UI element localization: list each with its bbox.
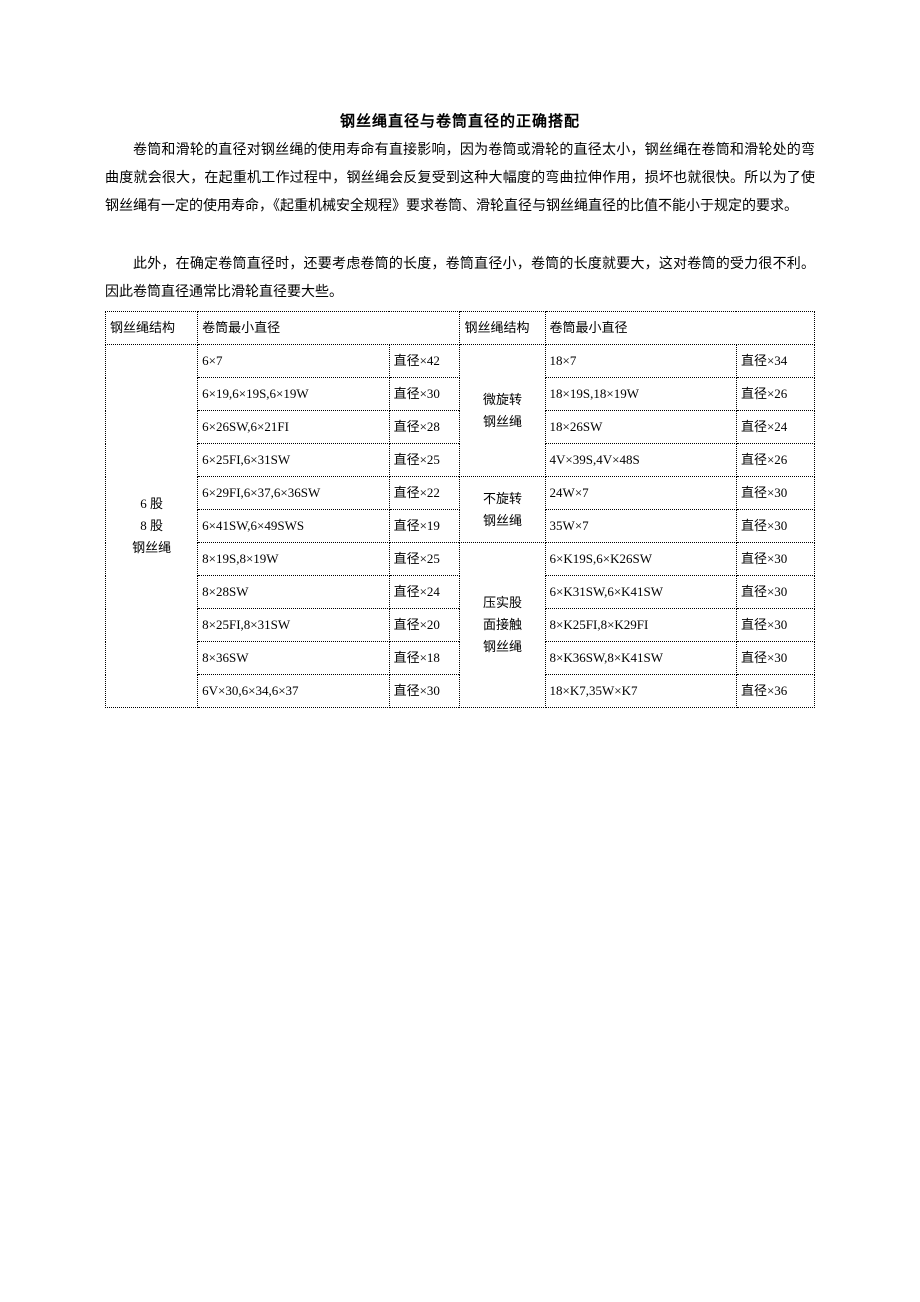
- left-value-cell: 直径×25: [389, 444, 460, 477]
- right-value-cell: 直径×24: [736, 411, 814, 444]
- left-value-cell: 直径×19: [389, 510, 460, 543]
- right-group-label: 不旋转钢丝绳: [460, 477, 545, 543]
- right-value-cell: 直径×36: [736, 675, 814, 708]
- header-right-min: 卷筒最小直径: [545, 312, 814, 345]
- paragraph-2-wrap: 此外，在确定卷筒直径时，还要考虑卷筒的长度，卷筒直径小，卷筒的长度就要大，这对卷…: [105, 251, 815, 307]
- right-spec-cell: 6×K31SW,6×K41SW: [545, 576, 736, 609]
- header-right-struct: 钢丝绳结构: [460, 312, 545, 345]
- right-value-cell: 直径×30: [736, 510, 814, 543]
- right-group-label: 微旋转钢丝绳: [460, 345, 545, 477]
- right-spec-cell: 18×26SW: [545, 411, 736, 444]
- right-spec-cell: 18×19S,18×19W: [545, 378, 736, 411]
- left-value-cell: 直径×18: [389, 642, 460, 675]
- document-title: 钢丝绳直径与卷筒直径的正确搭配: [105, 110, 815, 131]
- right-group-label: 压实股面接触钢丝绳: [460, 543, 545, 708]
- right-spec-cell: 4V×39S,4V×48S: [545, 444, 736, 477]
- right-spec-cell: 18×7: [545, 345, 736, 378]
- right-spec-cell: 24W×7: [545, 477, 736, 510]
- left-group-label: 6 股8 股钢丝绳: [106, 345, 198, 708]
- left-spec-cell: 8×28SW: [198, 576, 389, 609]
- header-left-min: 卷筒最小直径: [198, 312, 460, 345]
- left-spec-cell: 6×41SW,6×49SWS: [198, 510, 389, 543]
- right-value-cell: 直径×34: [736, 345, 814, 378]
- left-value-cell: 直径×22: [389, 477, 460, 510]
- left-value-cell: 直径×28: [389, 411, 460, 444]
- left-value-cell: 直径×42: [389, 345, 460, 378]
- right-value-cell: 直径×30: [736, 543, 814, 576]
- right-spec-cell: 8×K25FI,8×K29FI: [545, 609, 736, 642]
- right-value-cell: 直径×26: [736, 444, 814, 477]
- table-row: 6 股8 股钢丝绳6×7直径×42微旋转钢丝绳18×7直径×34: [106, 345, 815, 378]
- right-value-cell: 直径×30: [736, 642, 814, 675]
- table-header-row: 钢丝绳结构卷筒最小直径钢丝绳结构卷筒最小直径: [106, 312, 815, 345]
- left-value-cell: 直径×25: [389, 543, 460, 576]
- paragraph-2: 此外，在确定卷筒直径时，还要考虑卷筒的长度，卷筒直径小，卷筒的长度就要大，这对卷…: [105, 251, 815, 307]
- right-spec-cell: 6×K19S,6×K26SW: [545, 543, 736, 576]
- right-value-cell: 直径×30: [736, 576, 814, 609]
- left-spec-cell: 6V×30,6×34,6×37: [198, 675, 389, 708]
- left-spec-cell: 8×36SW: [198, 642, 389, 675]
- right-spec-cell: 8×K36SW,8×K41SW: [545, 642, 736, 675]
- right-value-cell: 直径×30: [736, 609, 814, 642]
- left-spec-cell: 6×25FI,6×31SW: [198, 444, 389, 477]
- left-spec-cell: 6×26SW,6×21FI: [198, 411, 389, 444]
- left-spec-cell: 6×29FI,6×37,6×36SW: [198, 477, 389, 510]
- table-row: 8×19S,8×19W直径×25压实股面接触钢丝绳6×K19S,6×K26SW直…: [106, 543, 815, 576]
- left-value-cell: 直径×24: [389, 576, 460, 609]
- left-spec-cell: 8×19S,8×19W: [198, 543, 389, 576]
- left-spec-cell: 8×25FI,8×31SW: [198, 609, 389, 642]
- left-spec-cell: 6×19,6×19S,6×19W: [198, 378, 389, 411]
- paragraph-1: 卷筒和滑轮的直径对钢丝绳的使用寿命有直接影响，因为卷筒或滑轮的直径太小，钢丝绳在…: [105, 137, 815, 221]
- left-value-cell: 直径×30: [389, 378, 460, 411]
- left-value-cell: 直径×30: [389, 675, 460, 708]
- left-value-cell: 直径×20: [389, 609, 460, 642]
- right-spec-cell: 35W×7: [545, 510, 736, 543]
- table-body: 钢丝绳结构卷筒最小直径钢丝绳结构卷筒最小直径6 股8 股钢丝绳6×7直径×42微…: [106, 312, 815, 708]
- header-left-struct: 钢丝绳结构: [106, 312, 198, 345]
- right-spec-cell: 18×K7,35W×K7: [545, 675, 736, 708]
- spec-table: 钢丝绳结构卷筒最小直径钢丝绳结构卷筒最小直径6 股8 股钢丝绳6×7直径×42微…: [105, 311, 815, 708]
- table-row: 6×29FI,6×37,6×36SW直径×22不旋转钢丝绳24W×7直径×30: [106, 477, 815, 510]
- left-spec-cell: 6×7: [198, 345, 389, 378]
- right-value-cell: 直径×30: [736, 477, 814, 510]
- document-page: 钢丝绳直径与卷筒直径的正确搭配 卷筒和滑轮的直径对钢丝绳的使用寿命有直接影响，因…: [0, 0, 920, 1302]
- right-value-cell: 直径×26: [736, 378, 814, 411]
